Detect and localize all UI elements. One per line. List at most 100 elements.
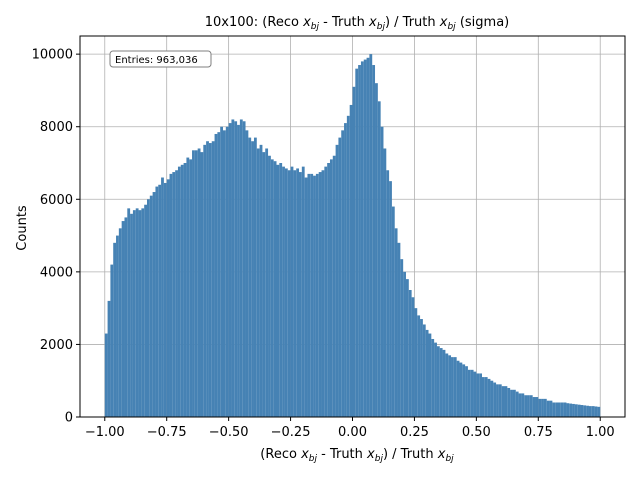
histogram-bar (299, 172, 302, 417)
histogram-bar (558, 402, 561, 417)
histogram-bar (161, 177, 164, 417)
histogram-bar (146, 199, 150, 417)
histogram-bar (518, 393, 522, 417)
histogram-bar (467, 369, 471, 417)
histogram-bar (107, 300, 111, 417)
histogram-bar (555, 402, 559, 417)
histogram-bar (276, 164, 280, 417)
y-tick-label: 0 (65, 411, 73, 426)
histogram-bar (439, 348, 443, 417)
histogram-bar (355, 68, 359, 418)
y-tick-label: 8000 (40, 120, 73, 135)
histogram-bar (211, 141, 215, 417)
histogram-bar (118, 228, 122, 417)
histogram-bar (329, 159, 333, 417)
histogram-bar (116, 235, 119, 417)
histogram-bar (256, 148, 260, 417)
histogram-bar (315, 173, 319, 417)
histogram-bar (372, 65, 376, 418)
histogram-bar (239, 119, 243, 417)
histogram-bar (473, 371, 477, 417)
histogram-bar (532, 397, 536, 417)
histogram-bar (121, 221, 125, 417)
xlabel-var1: x (300, 447, 309, 462)
histogram-bar (327, 163, 330, 417)
histogram-bar (155, 186, 159, 417)
histogram-bar (130, 213, 133, 417)
histogram-bar (307, 173, 311, 417)
histogram-bar (341, 130, 345, 418)
histogram-bar (338, 137, 342, 417)
histogram-bar (521, 393, 525, 417)
histogram-bar (282, 166, 285, 417)
histogram-bar (431, 338, 435, 417)
histogram-bar (242, 121, 246, 418)
entries-label: Entries: 963,036 (115, 55, 198, 66)
histogram-bar (152, 192, 156, 417)
histogram-bar (529, 395, 533, 417)
histogram-bar (414, 308, 418, 417)
histogram-bar (234, 121, 238, 418)
title-var2-sub: bj (377, 22, 386, 32)
axes: −1.00 −0.75 −0.50 −0.25 0.00 0.25 0.50 0.75 1.00… (32, 35, 626, 440)
y-tick-label: 2000 (40, 338, 73, 353)
xlabel-var2-sub: bj (375, 454, 384, 464)
histogram-bar (158, 184, 162, 417)
histogram-bar (301, 166, 305, 417)
histogram-bar (251, 141, 254, 417)
histogram-bar (197, 148, 201, 417)
histogram-bar (279, 163, 283, 417)
xlabel-after-close: ) / Truth (383, 447, 438, 462)
histogram-bar (237, 124, 240, 418)
histogram-bar (200, 152, 204, 417)
histogram-bar (127, 208, 131, 417)
histogram-bar (265, 148, 269, 417)
histogram-bar (498, 384, 502, 417)
x-tick-label: 1.00 (586, 425, 615, 440)
histogram-bar (453, 357, 457, 417)
histogram-bar (515, 391, 519, 417)
histogram-bar (363, 59, 367, 417)
histogram-bar (470, 369, 474, 417)
histogram-bar (287, 170, 291, 417)
xlabel-var3: x (437, 447, 446, 462)
histogram-bar (510, 389, 513, 417)
histogram-bar (420, 319, 423, 417)
histogram-bar (304, 177, 308, 417)
histogram-bar (377, 101, 381, 418)
histogram-bar (552, 402, 556, 417)
histogram-bar (445, 353, 449, 417)
histogram-bar (597, 406, 601, 417)
x-tick-label: −0.50 (209, 425, 249, 440)
title-prefix: 10x100: (Reco (205, 15, 303, 30)
histogram-bar (541, 398, 544, 417)
histogram-bar (512, 389, 516, 417)
histogram-bar (177, 166, 181, 417)
histogram-bar (262, 152, 266, 417)
x-tick-label: 0.75 (524, 425, 553, 440)
title-after-close: ) / Truth (385, 15, 440, 30)
histogram-bar (411, 297, 415, 417)
histogram-bar (586, 405, 589, 417)
histogram-bar (189, 159, 193, 417)
histogram-bar (403, 271, 406, 417)
histogram-bar (496, 384, 499, 417)
histogram-bar (481, 377, 485, 417)
histogram-bar (507, 387, 511, 417)
histogram-bar (335, 144, 339, 417)
histogram-bar (563, 402, 567, 417)
histogram-bar (270, 159, 274, 417)
histogram-bar (138, 210, 142, 417)
x-tick-label: 0.50 (462, 425, 491, 440)
histogram-bar (405, 279, 409, 417)
histogram-bar (476, 373, 480, 417)
histogram-bar (166, 179, 170, 417)
histogram-bar (583, 405, 587, 417)
histogram-bar (451, 357, 454, 417)
histogram-bar (324, 166, 328, 417)
histogram-bar (490, 380, 494, 417)
histogram-bar (104, 333, 108, 417)
histogram-bar (217, 132, 221, 417)
histogram-bar (434, 342, 437, 417)
